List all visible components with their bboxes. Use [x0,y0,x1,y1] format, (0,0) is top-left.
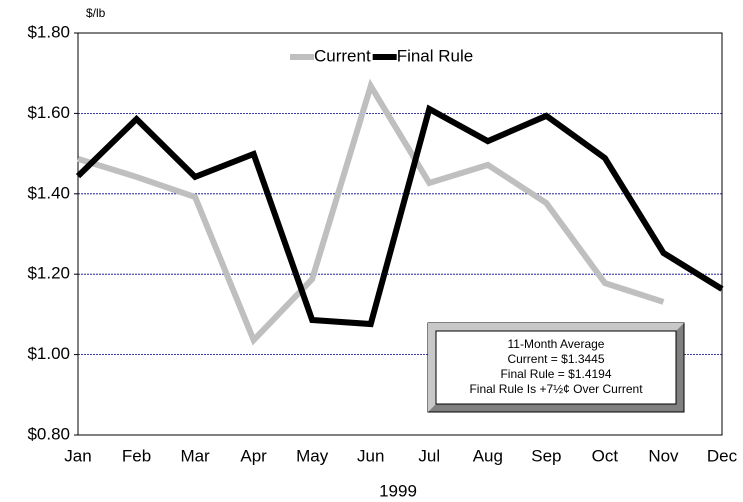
x-tick-label: Mar [180,446,210,465]
y-tick-label: $0.80 [27,424,70,443]
legend-label: Current [314,46,371,65]
y-tick-label: $1.20 [27,264,70,283]
x-tick-label: Dec [707,446,738,465]
x-tick-label: Nov [648,446,679,465]
series-line [77,78,665,346]
annotation-text: 11-Month Average [508,337,605,351]
y-tick-label: $1.40 [27,183,70,202]
y-tick-label: $1.80 [27,22,70,41]
legend-label: Final Rule [397,46,474,65]
annotation-text: Current = $1.3445 [507,352,604,366]
x-tick-label: Oct [592,446,619,465]
x-tick-label: Sep [531,446,561,465]
x-tick-label: Apr [240,446,267,465]
x-tick-label: Feb [122,446,151,465]
x-tick-label: May [296,446,329,465]
y-unit-label: $/lb [86,6,106,20]
y-tick-label: $1.00 [27,344,70,363]
x-tick-label: Jun [357,446,384,465]
annotation-box [435,330,677,405]
y-tick-label: $1.60 [27,103,70,122]
x-tick-label: Jan [64,446,91,465]
series-line [75,104,724,328]
x-tick-label: Jul [418,446,440,465]
x-tick-label: Aug [473,446,503,465]
annotation-text: Final Rule = $1.4194 [500,367,611,381]
x-axis-label: 1999 [379,481,417,500]
plot-frame [77,32,723,436]
annotation-text: Final Rule Is +7½¢ Over Current [469,382,643,396]
